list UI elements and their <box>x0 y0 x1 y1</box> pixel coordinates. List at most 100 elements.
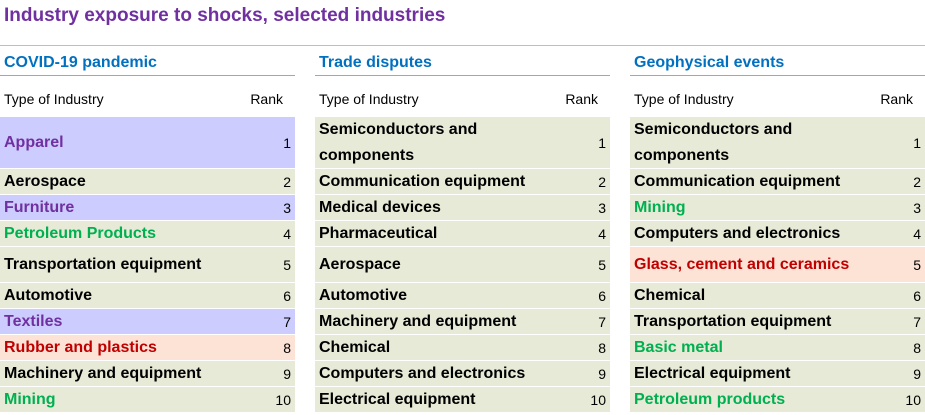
table-row: Machinery and equipment 7 <box>315 309 610 335</box>
industry-rank: 8 <box>913 339 921 356</box>
industry-rank: 8 <box>598 339 606 356</box>
industry-rank: 5 <box>283 256 291 273</box>
industry-name: Petroleum products <box>634 390 786 408</box>
industry-name: Pharmaceutical <box>319 224 438 242</box>
panel-title: COVID-19 pandemic <box>0 50 295 76</box>
panel-title: Geophysical events <box>630 50 925 76</box>
table-row: Apparel 1 <box>0 117 295 169</box>
industry-name: Communication equipment <box>319 172 526 190</box>
industry-rank: 6 <box>283 287 291 304</box>
table-row: Mining 3 <box>630 195 925 221</box>
industry-rank: 8 <box>283 339 291 356</box>
industry-name: Computers and electronics <box>319 364 526 382</box>
industry-rank: 3 <box>913 199 921 216</box>
industry-rank: 6 <box>598 287 606 304</box>
table-row: Electrical equipment 10 <box>315 387 610 413</box>
header-type: Type of Industry <box>319 91 419 107</box>
industry-rank: 2 <box>598 173 606 190</box>
industry-rank: 1 <box>283 134 291 151</box>
industry-rank: 4 <box>598 225 606 242</box>
column-header: Type of Industry Rank <box>0 81 295 117</box>
table-row: Computers and electronics 4 <box>630 221 925 247</box>
header-rank: Rank <box>880 91 913 107</box>
column-header: Type of Industry Rank <box>315 81 610 117</box>
industry-rank: 7 <box>598 313 606 330</box>
panel-title: Trade disputes <box>315 50 610 76</box>
industry-name: Semiconductors and components <box>319 120 478 164</box>
industry-rank: 10 <box>275 391 291 408</box>
table-row: Medical devices 3 <box>315 195 610 221</box>
industry-rank: 7 <box>283 313 291 330</box>
industry-name: Semiconductors and components <box>634 120 793 164</box>
industry-name: Aerospace <box>319 255 401 273</box>
table-row: Petroleum Products 4 <box>0 221 295 247</box>
table-row: Furniture 3 <box>0 195 295 221</box>
industry-rank: 9 <box>913 365 921 382</box>
title-divider <box>0 45 925 46</box>
table-row: Chemical 8 <box>315 335 610 361</box>
table-row: Semiconductors and components 1 <box>630 117 925 169</box>
industry-rank: 5 <box>598 256 606 273</box>
table-row: Glass, cement and ceramics 5 <box>630 247 925 283</box>
table-row: Electrical equipment 9 <box>630 361 925 387</box>
industry-rank: 7 <box>913 313 921 330</box>
table-row: Rubber and plastics 8 <box>0 335 295 361</box>
industry-rank: 4 <box>913 225 921 242</box>
industry-rank: 3 <box>283 199 291 216</box>
industry-rank: 9 <box>283 365 291 382</box>
industry-name: Automotive <box>319 286 407 304</box>
table-row: Computers and electronics 9 <box>315 361 610 387</box>
table-row: Machinery and equipment 9 <box>0 361 295 387</box>
industry-name: Glass, cement and ceramics <box>634 255 850 273</box>
header-type: Type of Industry <box>634 91 734 107</box>
industry-name: Automotive <box>4 286 92 304</box>
industry-name: Transportation equipment <box>634 312 832 330</box>
table-rows: Semiconductors and components 1 Communica… <box>315 117 610 413</box>
table-row: Automotive 6 <box>0 283 295 309</box>
industry-name: Chemical <box>634 286 706 304</box>
industry-rank: 5 <box>913 256 921 273</box>
industry-name: Textiles <box>4 312 63 330</box>
industry-name: Computers and electronics <box>634 224 841 242</box>
industry-name: Machinery and equipment <box>4 364 202 382</box>
panel-covid: COVID-19 pandemic Type of Industry Rank … <box>0 50 295 413</box>
industry-name: Petroleum Products <box>4 224 157 242</box>
industry-name: Mining <box>4 390 56 408</box>
industry-name: Electrical equipment <box>319 390 476 408</box>
industry-name: Furniture <box>4 198 75 216</box>
industry-rank: 3 <box>598 199 606 216</box>
industry-name: Apparel <box>4 133 64 151</box>
table-row: Pharmaceutical 4 <box>315 221 610 247</box>
header-type: Type of Industry <box>4 91 104 107</box>
table-rows: Apparel 1 Aerospace 2 Furniture 3 Petroleum… <box>0 117 295 413</box>
industry-name: Machinery and equipment <box>319 312 517 330</box>
panel-geophysical: Geophysical events Type of Industry Rank… <box>630 50 925 413</box>
table-row: Transportation equipment 7 <box>630 309 925 335</box>
table-row: Semiconductors and components 1 <box>315 117 610 169</box>
panel-trade: Trade disputes Type of Industry Rank Sem… <box>315 50 610 413</box>
table-row: Transportation equipment 5 <box>0 247 295 283</box>
industry-rank: 9 <box>598 365 606 382</box>
table-row: Petroleum products 10 <box>630 387 925 413</box>
industry-name: Communication equipment <box>634 172 841 190</box>
industry-name: Transportation equipment <box>4 255 202 273</box>
table-row: Textiles 7 <box>0 309 295 335</box>
table-row: Basic metal 8 <box>630 335 925 361</box>
header-rank: Rank <box>250 91 283 107</box>
table-row: Mining 10 <box>0 387 295 413</box>
table-row: Aerospace 2 <box>0 169 295 195</box>
table-row: Communication equipment 2 <box>315 169 610 195</box>
column-header: Type of Industry Rank <box>630 81 925 117</box>
table-row: Chemical 6 <box>630 283 925 309</box>
industry-rank: 1 <box>913 134 921 151</box>
table-rows: Semiconductors and components 1 Communica… <box>630 117 925 413</box>
industry-name: Basic metal <box>634 338 723 356</box>
table-row: Aerospace 5 <box>315 247 610 283</box>
industry-name: Chemical <box>319 338 391 356</box>
industry-name: Rubber and plastics <box>4 338 157 356</box>
industry-rank: 2 <box>283 173 291 190</box>
table-row: Automotive 6 <box>315 283 610 309</box>
industry-name: Electrical equipment <box>634 364 791 382</box>
industry-name: Aerospace <box>4 172 86 190</box>
header-rank: Rank <box>565 91 598 107</box>
